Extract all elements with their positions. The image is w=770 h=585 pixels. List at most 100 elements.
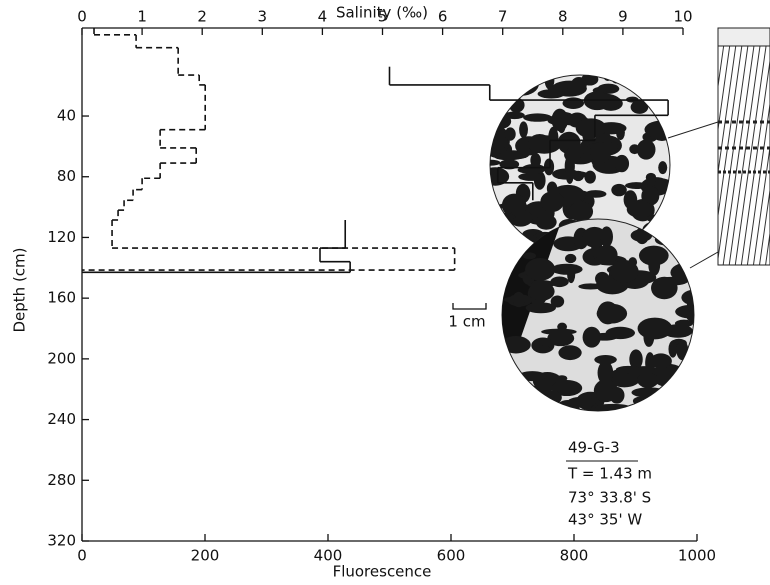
core-length: T = 1.43 m — [567, 465, 652, 483]
photo-texture — [600, 226, 613, 247]
photo-texture — [563, 97, 585, 109]
photo-texture — [616, 366, 640, 373]
core-id: 49-G-3 — [568, 439, 620, 457]
y-tick-label: 240 — [47, 410, 76, 428]
photo-texture — [604, 72, 613, 81]
photo-texture — [584, 171, 595, 184]
photo-texture — [501, 336, 531, 353]
photo-texture — [611, 184, 627, 196]
photo-texture — [597, 301, 618, 324]
photo-texture — [637, 402, 650, 422]
scale-label: 1 cm — [448, 313, 485, 331]
x2-tick-label: 5 — [378, 8, 388, 26]
x-axis-title: Fluorescence — [333, 563, 432, 581]
x2-tick-label: 7 — [498, 8, 508, 26]
x-tick-label: 1000 — [678, 547, 716, 565]
core-column — [668, 28, 770, 268]
photo-texture — [675, 320, 693, 328]
photo-texture — [505, 72, 539, 95]
photo-texture — [684, 247, 715, 254]
x-tick-label: 600 — [437, 547, 466, 565]
photo-texture — [697, 312, 706, 333]
photo-texture — [566, 164, 574, 184]
photo-texture — [551, 264, 583, 275]
photo-texture — [565, 150, 584, 159]
x-tick-label: 0 — [77, 547, 87, 565]
photo-texture — [513, 292, 525, 307]
x-tick-label: 400 — [314, 547, 343, 565]
scale-bar — [453, 303, 486, 309]
y-tick-label: 160 — [47, 289, 76, 307]
photo-texture — [596, 245, 617, 265]
photo-texture — [594, 355, 616, 364]
chart: 1 cm Salinity (‰) Fluorescence Depth (cm… — [0, 0, 770, 581]
photo-texture — [638, 318, 673, 340]
photo-texture — [625, 182, 648, 189]
photo-texture — [526, 302, 556, 313]
photo-texture — [647, 214, 681, 224]
photo-texture — [687, 244, 709, 266]
photo-texture — [543, 407, 558, 429]
photo-texture — [541, 403, 566, 423]
photo-texture — [696, 227, 707, 244]
y-axis-title: Depth (cm) — [11, 247, 29, 332]
photo-texture — [694, 266, 705, 272]
photo-texture — [606, 327, 635, 339]
photo-texture — [587, 94, 620, 110]
photo-texture — [588, 143, 620, 151]
photo-texture — [518, 173, 543, 181]
photo-texture — [523, 252, 536, 259]
photo-texture — [497, 96, 508, 113]
photo-texture — [539, 345, 550, 352]
photo-texture — [653, 69, 670, 81]
photo-texture — [681, 290, 709, 306]
photo-texture — [627, 201, 654, 218]
y-tick-label: 120 — [47, 228, 76, 246]
photo-texture — [480, 213, 516, 221]
photo-texture — [494, 153, 523, 160]
y-tick-label: 320 — [47, 532, 76, 550]
photo-texture — [690, 373, 701, 385]
photo-texture — [694, 285, 705, 294]
photo-texture — [676, 341, 688, 361]
photo-texture — [657, 231, 671, 240]
x2-tick-label: 1 — [137, 8, 147, 26]
photo-texture — [500, 66, 529, 88]
photo-texture — [565, 254, 576, 263]
longitude: 43° 35' W — [568, 511, 642, 529]
photo-texture — [536, 214, 557, 229]
photo-texture — [547, 116, 562, 125]
photo-texture — [637, 373, 658, 388]
photographs — [478, 64, 721, 430]
photo-texture — [609, 387, 624, 404]
photo-texture — [650, 353, 672, 368]
x2-tick-label: 8 — [558, 8, 568, 26]
photo-texture — [658, 161, 667, 174]
photo-texture — [549, 408, 567, 421]
photo-texture — [670, 239, 697, 249]
photo-texture — [487, 113, 498, 125]
x2-tick-label: 4 — [318, 8, 328, 26]
photo-texture — [576, 118, 607, 138]
photo-texture — [631, 229, 652, 242]
photo-texture — [639, 246, 669, 266]
photo-texture — [519, 121, 528, 138]
photo-texture — [632, 405, 643, 422]
x2-tick-label: 6 — [438, 8, 448, 26]
photo-texture — [499, 230, 509, 237]
photo-texture — [504, 64, 536, 88]
photo-texture — [567, 397, 596, 408]
y-tick-label: 280 — [47, 471, 76, 489]
photo-texture — [585, 190, 607, 198]
photo-texture — [538, 89, 565, 98]
photo-texture — [693, 418, 708, 425]
photo-texture — [556, 413, 576, 422]
photo-texture — [589, 417, 623, 425]
photo-texture — [615, 155, 629, 172]
photo-texture — [611, 260, 639, 283]
photo-texture — [650, 402, 659, 423]
photo-texture — [631, 100, 649, 114]
photo-texture — [637, 139, 656, 159]
photo-texture — [661, 394, 692, 414]
photo-texture — [671, 381, 690, 401]
